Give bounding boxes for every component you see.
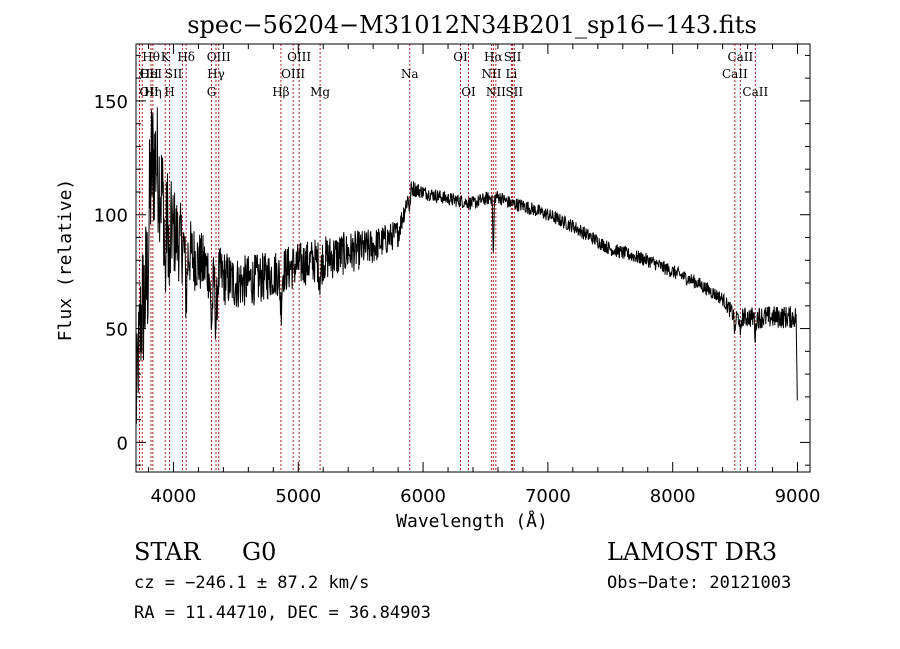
line-marker-label: OIII [281, 67, 305, 81]
redshift-readout: cz = −246.1 ± 87.2 km/s [134, 573, 370, 593]
coordinates: RA = 11.44710, DEC = 36.84903 [134, 603, 431, 623]
x-tick-label: 6000 [400, 486, 446, 507]
line-marker-label: Na [401, 67, 419, 81]
object-subclass: G0 [242, 538, 277, 566]
y-tick-label: 50 [105, 320, 128, 341]
x-tick-label: 7000 [525, 486, 571, 507]
obs-date: Obs−Date: 20121003 [607, 573, 792, 593]
line-marker-label: OII [139, 67, 159, 81]
x-tick-label: 9000 [775, 486, 821, 507]
y-tick-label: 100 [94, 206, 128, 227]
line-marker-label: Li [506, 67, 518, 81]
plot-frame [135, 43, 811, 473]
line-marker-label: Hγ [207, 67, 225, 81]
line-marker-label: OI [453, 50, 468, 64]
line-marker-label: Hη [144, 85, 162, 99]
chart-title: spec−56204−M31012N34B201_sp16−143.fits [187, 11, 757, 39]
x-tick-label: 5000 [275, 486, 321, 507]
line-marker-label: Hθ [142, 50, 160, 64]
emission-line-markers [138, 44, 756, 472]
y-axis: 0 50 100 150 [94, 54, 810, 466]
line-marker-label: HeI [140, 67, 163, 81]
line-marker-label: G [207, 85, 217, 99]
x-axis-label: Wavelength (Å) [396, 510, 548, 532]
line-marker-label: SII [504, 50, 522, 64]
x-tick-label: 8000 [650, 486, 696, 507]
x-axis: 4000 5000 6000 7000 8000 9000 [147, 44, 821, 507]
line-marker-label: CaII [722, 67, 748, 81]
line-marker-label: OII [139, 85, 159, 99]
emission-line-labels: OIIHθOIIHeIHηKHSIIHδGHγOIIIHβOIIIOIIIMgN… [139, 50, 768, 99]
line-marker-label: SII [165, 67, 183, 81]
x-tick-label: 4000 [151, 486, 197, 507]
line-marker-label: OIII [207, 50, 231, 64]
spectrum-line [135, 107, 798, 424]
line-marker-label: NII [486, 85, 506, 99]
line-marker-label: SII [505, 85, 523, 99]
line-marker-label: CaII [742, 85, 768, 99]
line-marker-label: OIII [287, 50, 311, 64]
line-marker-label: CaII [727, 50, 753, 64]
line-marker-label: Hα [484, 50, 503, 64]
line-marker-label: OI [461, 85, 476, 99]
y-tick-label: 0 [117, 433, 128, 454]
survey-name: LAMOST DR3 [607, 538, 778, 566]
line-marker-label: H [164, 85, 174, 99]
object-class: STAR [134, 538, 201, 566]
line-marker-label: Mg [310, 85, 330, 99]
y-tick-label: 150 [94, 92, 128, 113]
line-marker-label: Hδ [177, 50, 195, 64]
y-axis-label: Flux (relative) [55, 179, 76, 342]
line-marker-label: Hβ [272, 85, 289, 99]
line-marker-label: NII [481, 67, 501, 81]
line-marker-label: K [161, 50, 171, 64]
